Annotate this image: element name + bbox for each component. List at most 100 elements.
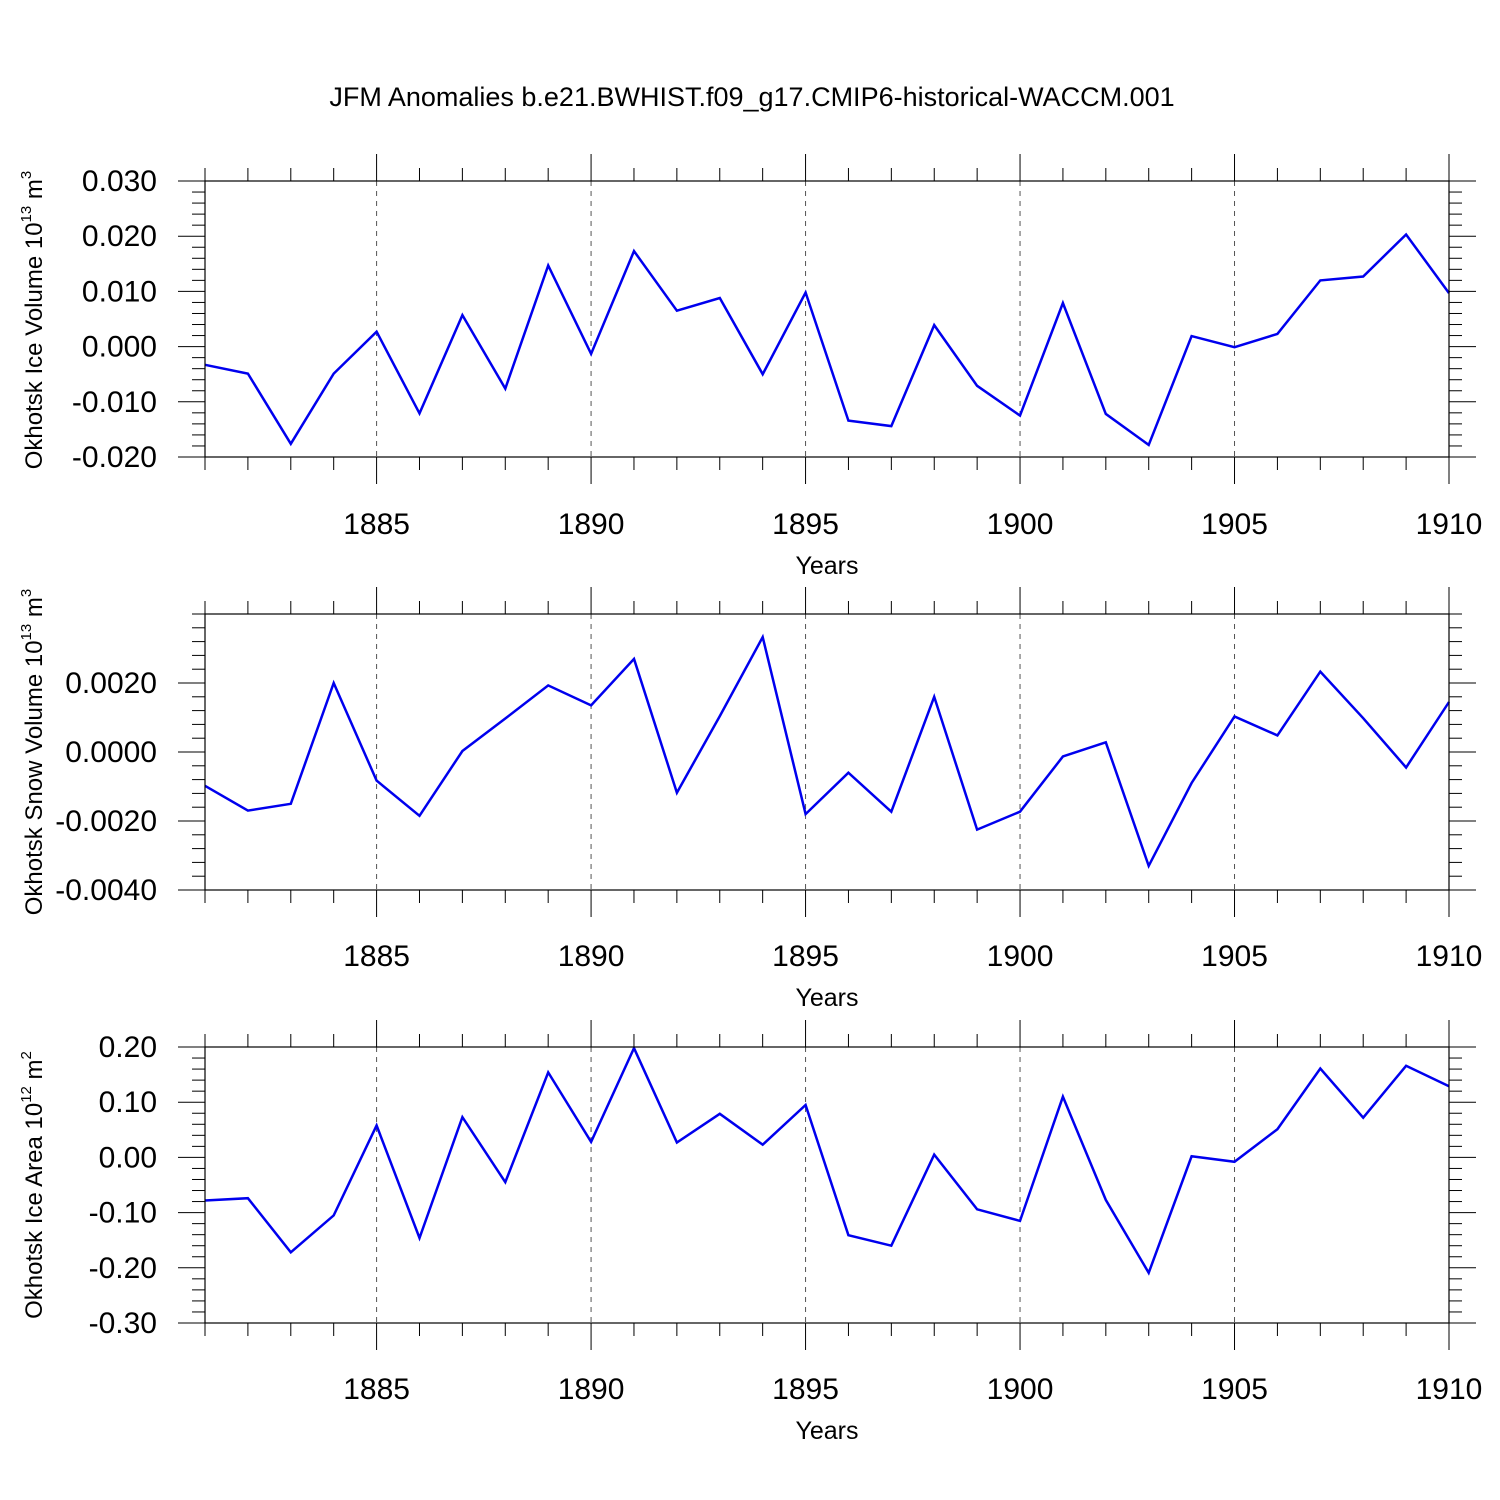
data-point xyxy=(418,815,420,817)
series-line xyxy=(204,232,1451,447)
data-point xyxy=(1019,415,1021,417)
data-point xyxy=(890,811,892,813)
y-tick-label: -0.20 xyxy=(89,1252,157,1285)
data-point xyxy=(933,696,935,698)
data-point xyxy=(333,682,335,684)
plot-frame xyxy=(204,180,1450,458)
data-point xyxy=(1276,734,1278,736)
y-axis-label-unit-exponent: 3 xyxy=(18,171,35,179)
data-point xyxy=(1319,279,1321,281)
x-tick-label: 1895 xyxy=(772,508,839,541)
data-point xyxy=(633,658,635,660)
data-point xyxy=(1405,234,1407,236)
panel-1: -0.020 -0.010 0.000 0.010 0.020 0.030 1885 1890… xyxy=(18,154,1482,580)
data-point xyxy=(333,1214,335,1216)
data-point xyxy=(1276,1128,1278,1130)
data-point xyxy=(376,780,378,782)
y-tick-label: -0.30 xyxy=(89,1307,157,1340)
data-point xyxy=(890,1245,892,1247)
panel-2: -0.0040 -0.0020 0.0000 0.0020 1885 1890 1895 19… xyxy=(18,587,1482,1012)
y-axis-label-exponent: 13 xyxy=(18,624,35,641)
data-point xyxy=(247,810,249,812)
data-point xyxy=(805,292,807,294)
data-point xyxy=(1362,275,1364,277)
data-point xyxy=(1148,865,1150,867)
y-tick-label: 0.0020 xyxy=(65,667,157,700)
data-point xyxy=(504,1181,506,1183)
x-tick-label: 1900 xyxy=(987,940,1054,973)
data-point xyxy=(1105,1199,1107,1201)
data-point xyxy=(1319,671,1321,673)
data-point xyxy=(719,1113,721,1115)
series-line xyxy=(204,633,1451,870)
data-point xyxy=(1234,346,1236,348)
data-point xyxy=(1362,717,1364,719)
y-tick-label: 0.10 xyxy=(99,1086,157,1119)
data-point xyxy=(762,636,764,638)
data-point xyxy=(847,1234,849,1236)
data-point xyxy=(1191,782,1193,784)
y-axis-label-exponent: 13 xyxy=(18,206,35,223)
y-axis-label-text: Okhotsk Snow Volume 10 xyxy=(21,640,48,915)
x-tick-label: 1895 xyxy=(772,940,839,973)
data-point xyxy=(1148,1272,1150,1274)
chart-title: JFM Anomalies b.e21.BWHIST.f09_g17.CMIP6… xyxy=(329,82,1174,112)
y-tick-label: 0.0000 xyxy=(65,736,157,769)
data-point xyxy=(719,297,721,299)
data-point xyxy=(1319,1068,1321,1070)
series-line xyxy=(204,1045,1450,1276)
data-point xyxy=(547,684,549,686)
y-tick-label: -0.010 xyxy=(72,386,157,419)
data-point xyxy=(1234,715,1236,717)
x-tick-label: 1885 xyxy=(343,508,410,541)
data-point xyxy=(590,1141,592,1143)
data-point xyxy=(1276,333,1278,335)
data-point xyxy=(247,373,249,375)
y-tick-label: 0.20 xyxy=(99,1031,157,1064)
y-tick-label: 0.020 xyxy=(82,220,157,253)
y-tick-label: 0.030 xyxy=(82,165,157,198)
data-point xyxy=(333,373,335,375)
data-point xyxy=(1191,335,1193,337)
data-point xyxy=(1405,767,1407,769)
y-tick-label: -0.10 xyxy=(89,1197,157,1230)
panel-3: -0.30 -0.20 -0.10 0.00 0.10 0.20 1885 1890 1895 1… xyxy=(18,1020,1482,1445)
data-point xyxy=(590,353,592,355)
data-point xyxy=(290,1251,292,1253)
data-point xyxy=(1019,811,1021,813)
data-point xyxy=(762,1144,764,1146)
data-point xyxy=(1234,1161,1236,1163)
data-point xyxy=(504,388,506,390)
x-tick-label: 1910 xyxy=(1416,508,1483,541)
data-point xyxy=(847,772,849,774)
y-tick-label: -0.0020 xyxy=(55,805,157,838)
data-point xyxy=(418,412,420,414)
data-point xyxy=(890,425,892,427)
data-point xyxy=(1062,302,1064,304)
x-tick-label: 1890 xyxy=(558,940,625,973)
data-point xyxy=(247,1197,249,1199)
x-tick-label: 1890 xyxy=(558,1373,625,1406)
data-point xyxy=(976,1208,978,1210)
y-axis-label-unit: m xyxy=(21,597,48,624)
y-tick-label: -0.020 xyxy=(72,441,157,474)
data-point xyxy=(633,250,635,252)
y-axis-label-unit: m xyxy=(21,179,48,206)
data-point xyxy=(504,718,506,720)
x-axis-label: Years xyxy=(795,552,858,580)
x-tick-label: 1885 xyxy=(343,1373,410,1406)
y-axis-label-text: Okhotsk Ice Area 10 xyxy=(21,1103,48,1319)
data-point xyxy=(547,264,549,266)
y-axis-label: Okhotsk Ice Volume 1013 m3 xyxy=(18,171,48,470)
data-point xyxy=(719,715,721,717)
data-point xyxy=(376,1124,378,1126)
y-axis-label-exponent: 12 xyxy=(18,1086,35,1103)
data-point xyxy=(1019,1220,1021,1222)
x-axis-label: Years xyxy=(795,1417,858,1445)
y-tick-label: 0.010 xyxy=(82,275,157,308)
y-axis-label-unit-exponent: 3 xyxy=(18,589,35,597)
y-axis-label-unit: m xyxy=(21,1059,48,1086)
data-point xyxy=(805,813,807,815)
data-point xyxy=(976,829,978,831)
